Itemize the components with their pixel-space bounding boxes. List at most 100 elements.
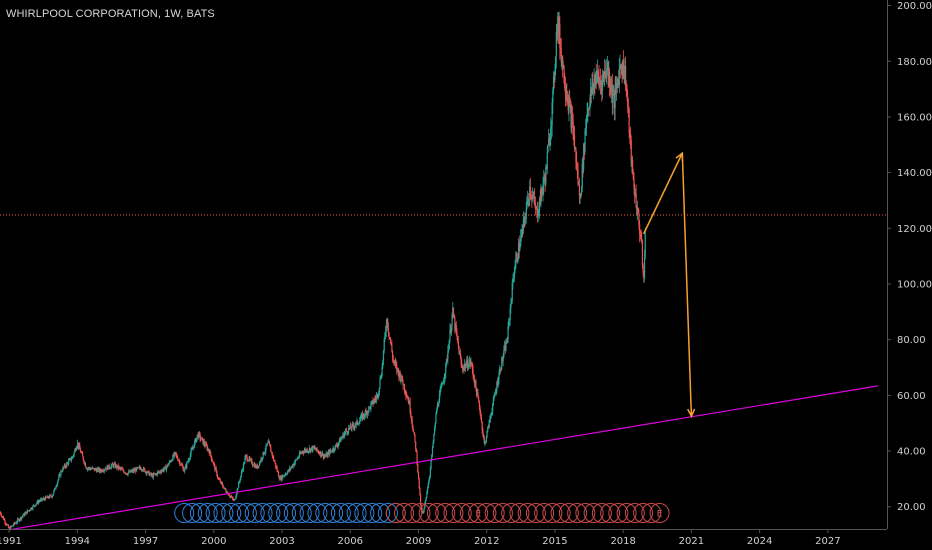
earnings-event-marker — [591, 503, 612, 523]
candle-body — [578, 184, 581, 197]
candle-body — [578, 184, 580, 185]
candle-body — [625, 66, 627, 87]
candle-body — [369, 406, 371, 409]
candle-body — [161, 470, 163, 473]
candle-body — [635, 193, 637, 208]
candle-body — [403, 384, 406, 391]
candle-body — [81, 453, 84, 457]
candle-body — [116, 465, 118, 468]
candle-body — [566, 93, 568, 99]
candle-body — [11, 525, 13, 527]
candle-body — [327, 451, 329, 454]
candle-body — [189, 454, 191, 459]
candle-body — [620, 65, 622, 67]
candle-body — [501, 357, 504, 361]
candle-body — [461, 363, 463, 367]
candle-body — [546, 152, 548, 170]
candle-body — [560, 48, 562, 63]
candle-body — [414, 434, 416, 442]
candle-body — [347, 432, 349, 434]
dividend-event-marker — [362, 503, 383, 523]
dividend-event-marker — [330, 503, 351, 523]
candle-body — [436, 404, 438, 410]
candle-body — [219, 480, 222, 483]
candle-body — [450, 326, 452, 333]
dividend-event-marker — [291, 503, 312, 523]
candle-body — [482, 434, 485, 438]
candle-body — [453, 316, 455, 319]
candle-body — [313, 447, 315, 449]
candle-body — [608, 72, 610, 76]
candle-body — [126, 473, 128, 475]
candle-body — [544, 178, 546, 184]
candle-body — [470, 362, 472, 364]
candle-body — [183, 470, 185, 472]
candle-body — [184, 465, 187, 469]
candle-body — [58, 474, 61, 477]
candle-body — [566, 98, 569, 101]
candle-body — [574, 147, 576, 149]
candle-body — [19, 517, 21, 520]
candle-body — [128, 471, 130, 473]
candle-body — [141, 469, 143, 471]
candle-body — [395, 363, 397, 365]
candle-body — [582, 163, 584, 170]
candle-body — [65, 466, 67, 468]
candle-body — [586, 113, 588, 118]
candle-body — [162, 469, 164, 471]
candle-body — [622, 59, 625, 79]
candle-body — [270, 451, 273, 453]
candle-body — [326, 453, 329, 457]
candle-body — [363, 416, 366, 417]
candle-body — [487, 426, 490, 428]
candle-body — [594, 75, 597, 87]
candle-body — [187, 460, 189, 462]
candle-body — [639, 224, 641, 234]
candle-body — [564, 82, 566, 88]
projection-arrow-down-shaft — [681, 153, 693, 417]
candle-body — [617, 79, 619, 84]
chart-title: WHIRLPOOL CORPORATION, 1W, BATS — [6, 8, 215, 20]
candle-body — [53, 487, 56, 491]
candle-body — [632, 160, 634, 175]
candle-body — [71, 456, 73, 460]
candle-body — [559, 24, 561, 49]
candle-body — [437, 404, 439, 406]
candle-body — [93, 468, 96, 471]
candle-body — [410, 416, 413, 420]
candle-body — [587, 108, 590, 110]
candle-body — [391, 345, 393, 352]
candle-body — [615, 83, 618, 89]
dividend-event-marker — [346, 503, 367, 523]
candle-body — [455, 325, 457, 333]
candle-body — [552, 90, 554, 103]
candle-body — [113, 464, 115, 467]
candle-body — [493, 395, 495, 399]
candle-body — [6, 524, 8, 526]
candle-body — [514, 267, 516, 272]
candle-body — [250, 459, 252, 461]
candle-body — [434, 423, 436, 428]
candle-body — [203, 441, 205, 445]
candle-body — [91, 467, 93, 469]
candle-body — [194, 438, 196, 442]
candle-body — [233, 499, 236, 501]
candle-body — [534, 202, 536, 209]
candle-body — [130, 471, 133, 472]
candle-body — [628, 108, 630, 133]
candle-body — [513, 278, 515, 281]
candle-body — [465, 364, 467, 368]
candle-body — [126, 474, 128, 475]
candle-body — [396, 364, 398, 371]
candle-body — [389, 338, 392, 343]
candle-body — [531, 196, 534, 199]
candle-body — [528, 199, 530, 201]
candle-body — [100, 470, 102, 472]
candle-body — [412, 425, 414, 431]
candle-body — [114, 463, 116, 465]
candle-body — [401, 375, 403, 382]
drawing-annotations — [8, 151, 879, 531]
candle-body — [626, 87, 628, 97]
